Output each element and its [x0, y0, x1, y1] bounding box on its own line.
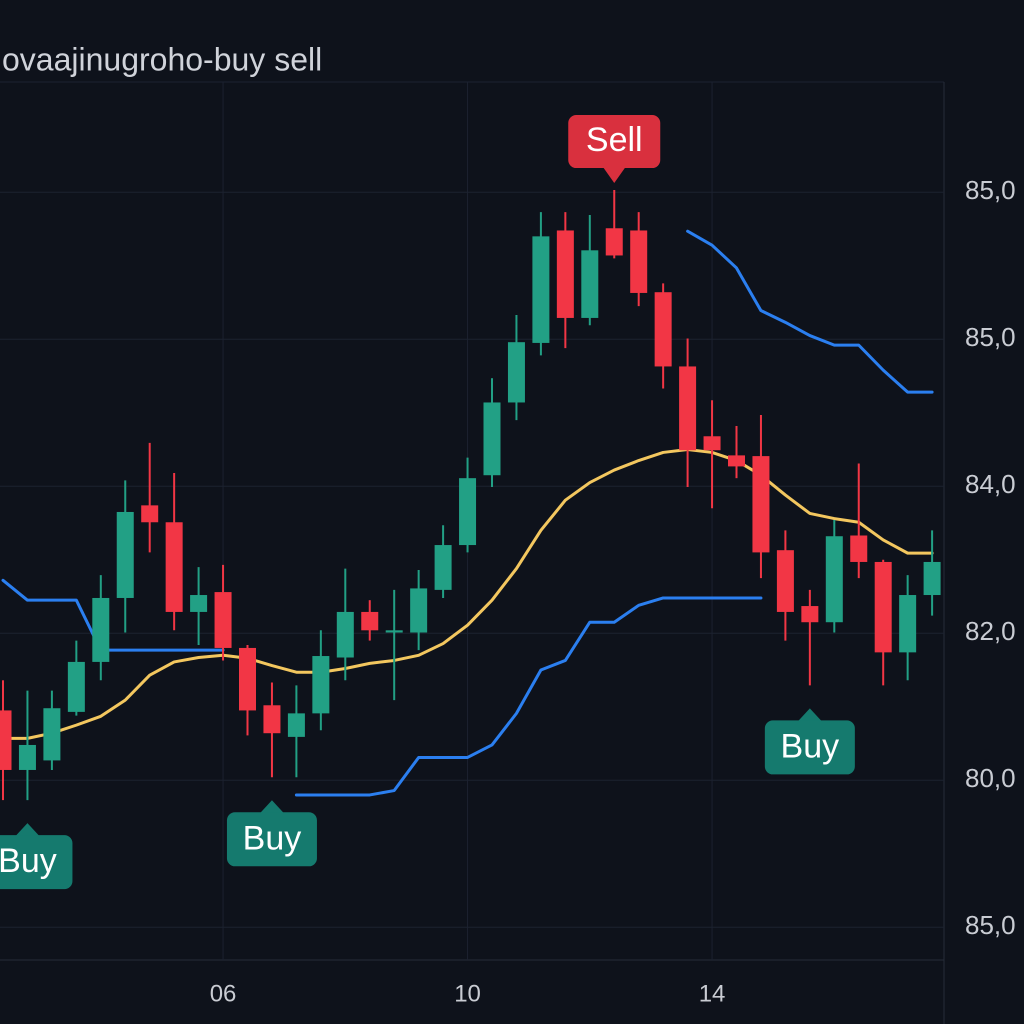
candle-body: [385, 630, 403, 633]
candle-body: [361, 611, 379, 631]
y-tick-label: 84,0: [965, 469, 1016, 499]
candle-body: [190, 595, 208, 612]
candle-body: [0, 710, 12, 770]
y-tick-label: 85,0: [965, 175, 1016, 205]
buy-signal-label: Buy: [243, 819, 302, 857]
candle-body: [532, 236, 550, 343]
sell-signal-pointer: [602, 166, 627, 184]
buy-signal-pointer: [259, 800, 284, 814]
candle-body: [483, 402, 501, 476]
buy-signal-box: [764, 720, 855, 775]
candle-body: [654, 292, 672, 367]
candle-body: [43, 708, 61, 761]
indicator-line: [294, 596, 763, 797]
candle-body: [434, 545, 452, 590]
candle-body: [630, 230, 648, 293]
candle-body: [556, 230, 574, 318]
chart-title: ovaajinugroho-buy sell: [2, 41, 322, 77]
candle-body: [752, 456, 770, 553]
candle-body: [239, 647, 256, 711]
candle-body: [923, 561, 941, 596]
candle-body: [825, 536, 843, 623]
candle-body: [92, 597, 110, 662]
x-tick-label: 14: [699, 980, 726, 1007]
indicator-line: [1, 448, 934, 740]
candle-body: [116, 511, 134, 598]
candle-body: [507, 342, 525, 403]
sell-signal-box: [568, 115, 661, 169]
candle-body: [165, 522, 183, 612]
candle-body: [581, 250, 599, 318]
candle-body: [459, 478, 477, 546]
candle-body: [141, 505, 159, 523]
sell-signal-label: Sell: [586, 121, 643, 159]
candle-body: [850, 535, 868, 562]
candle-body: [899, 595, 917, 653]
candle-body: [776, 550, 794, 612]
candle-body: [728, 455, 745, 467]
candle-body: [605, 228, 623, 256]
y-tick-label: 85,0: [965, 910, 1016, 940]
indicator-lines: [1, 229, 934, 797]
candle-body: [312, 656, 330, 714]
buy-signal-label: Buy: [781, 727, 840, 765]
x-tick-label: 10: [454, 980, 481, 1007]
candle-body: [67, 661, 85, 712]
buy-signal-box: [226, 812, 317, 867]
candle-body: [214, 592, 232, 648]
y-tick-label: 80,0: [965, 763, 1016, 793]
buy-signal-label: Buy: [0, 842, 57, 880]
x-tick-label: 06: [210, 980, 237, 1007]
indicator-line: [1, 229, 934, 652]
buy-signal-pointer: [797, 708, 822, 722]
candle-body: [679, 366, 697, 451]
signals: Buy Buy Buy Sell: [0, 115, 855, 890]
axes: 85,0 85,0 84,0 82,0 80,0 85,0 06 10 14: [210, 175, 1016, 1007]
candle-body: [801, 606, 819, 623]
candle-body: [336, 611, 354, 658]
candle-body: [874, 561, 892, 653]
candles: [0, 190, 941, 801]
candle-body: [287, 713, 305, 737]
candle-body: [263, 705, 281, 734]
candle-body: [18, 744, 36, 770]
y-tick-label: 85,0: [965, 322, 1016, 352]
buy-signal-pointer: [15, 823, 40, 837]
candle-body: [410, 588, 428, 633]
y-tick-label: 82,0: [965, 616, 1016, 646]
candle-body: [703, 436, 721, 451]
buy-signal-box: [0, 835, 73, 890]
